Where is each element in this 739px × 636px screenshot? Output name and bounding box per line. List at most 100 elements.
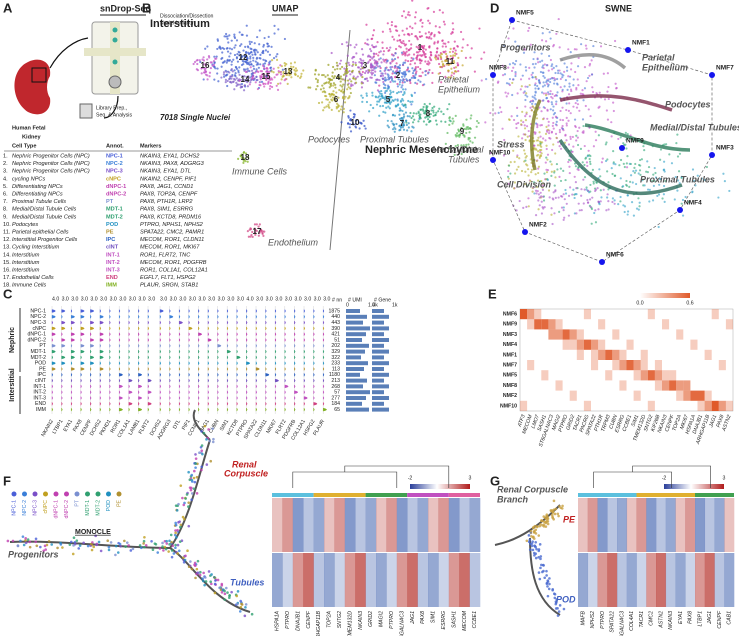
cell-dot <box>382 110 385 113</box>
cell-dot <box>391 114 395 117</box>
cell-dot <box>228 47 232 50</box>
cell-dot <box>176 552 179 555</box>
heat-column <box>675 553 686 607</box>
scale-label: 3.0 <box>275 296 282 302</box>
legend-dot <box>95 491 101 497</box>
cell-dot <box>510 115 513 118</box>
cell-dot <box>646 171 649 174</box>
cell-dot <box>416 65 420 69</box>
cell-dot <box>429 113 432 116</box>
cell-dot <box>50 543 54 546</box>
heat-cell <box>569 329 577 340</box>
violin <box>51 332 56 336</box>
cell-dot <box>317 101 321 105</box>
violin <box>119 309 121 313</box>
cell-dot <box>464 56 468 59</box>
cell-dot <box>438 9 441 12</box>
gene-label: SASH1 <box>451 611 457 628</box>
cell-dot <box>359 72 362 75</box>
cell-dot <box>361 66 364 70</box>
violin <box>169 320 171 325</box>
cell-dot <box>396 103 400 107</box>
cell-dot <box>272 57 276 60</box>
cell-dot <box>390 76 393 79</box>
cluster-name: Parietal <box>438 74 470 84</box>
violin <box>71 320 75 325</box>
cell-dot <box>640 179 643 182</box>
cell-dot <box>319 88 323 91</box>
cell-dot <box>408 48 411 51</box>
heat-cell <box>640 360 648 371</box>
cell-dot <box>282 74 285 77</box>
cell-dot <box>439 54 442 57</box>
violin <box>147 309 149 313</box>
cell-dot <box>446 57 449 60</box>
cell-dot <box>355 52 358 55</box>
violin <box>61 384 63 389</box>
cell-dot <box>426 62 429 65</box>
cell-dot <box>562 607 566 611</box>
cell-dot <box>187 565 191 569</box>
cell-dot <box>558 69 561 72</box>
cell-dot <box>572 188 575 191</box>
cell-dot <box>407 122 410 125</box>
cell-dot <box>398 80 402 84</box>
cell-dot <box>321 73 324 77</box>
cell-dot <box>523 90 526 93</box>
cell-dot <box>442 112 445 116</box>
cell-dot <box>558 46 561 49</box>
cell-dot <box>349 109 352 112</box>
violin <box>275 338 277 342</box>
heat-cell <box>619 349 627 360</box>
cell-dot <box>516 44 520 48</box>
heat-cell <box>541 370 549 381</box>
cell-dot <box>240 43 243 46</box>
violin <box>109 361 111 366</box>
cell-dot <box>259 53 262 57</box>
cell-dot <box>252 56 255 59</box>
cell-dot <box>389 62 392 65</box>
cell-dot <box>568 102 571 105</box>
cell-dot <box>556 77 559 81</box>
violin <box>294 332 296 337</box>
cell-dot <box>541 59 544 62</box>
heat-column <box>714 553 725 607</box>
cell-dot <box>346 44 349 47</box>
cell-dot <box>559 118 562 121</box>
heat-cell <box>576 349 584 360</box>
cell-dot <box>346 54 349 57</box>
cell-dot <box>417 46 420 50</box>
cell-dot <box>386 59 389 62</box>
cell-dot <box>538 149 542 152</box>
gene-label: CENPF <box>717 610 723 628</box>
cell-dot <box>558 131 562 134</box>
cell-dot <box>256 87 259 91</box>
heat-cell <box>555 329 563 340</box>
cell-dot <box>463 150 466 153</box>
cell-dot <box>330 108 333 111</box>
cell-dot <box>606 118 610 121</box>
cell-dot <box>607 188 610 191</box>
cell-dot <box>611 197 615 200</box>
cell-dot <box>604 143 607 146</box>
cell-dot <box>443 23 446 26</box>
violin <box>227 326 229 331</box>
heat-cell <box>662 380 670 391</box>
cell-dot <box>194 576 197 580</box>
cell-dot <box>222 71 226 74</box>
violin <box>294 396 296 400</box>
cell-dot <box>413 118 416 121</box>
cell-dot <box>516 114 519 117</box>
cell-dot <box>361 100 364 103</box>
violin <box>71 367 75 371</box>
cell-dot <box>258 43 261 46</box>
cell-dot <box>546 85 550 88</box>
cell-dot <box>241 55 244 58</box>
cell-dot <box>334 95 337 98</box>
row-label: MDT-1 <box>30 349 46 355</box>
violin <box>198 343 200 348</box>
cluster-name: Cell Division <box>497 179 552 189</box>
cell-dot <box>401 119 404 123</box>
cell-dot <box>532 181 536 184</box>
cell-dot <box>253 77 256 80</box>
